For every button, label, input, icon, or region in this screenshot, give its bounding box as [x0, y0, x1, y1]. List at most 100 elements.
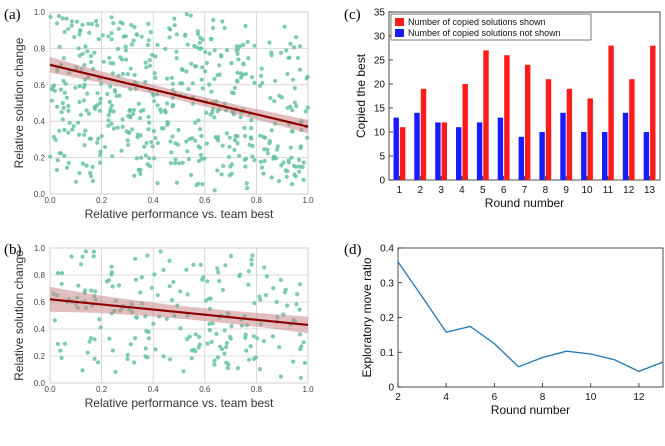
- scatter-point: [169, 75, 174, 80]
- scatter-point: [85, 91, 90, 96]
- scatter-point: [142, 144, 147, 149]
- scatter-point: [64, 95, 70, 100]
- scatter-point: [270, 334, 275, 339]
- scatter-point: [109, 37, 114, 42]
- y-tick-label: 0.4: [34, 325, 46, 334]
- scatter-point: [102, 144, 108, 150]
- scatter-point: [263, 293, 269, 298]
- scatter-point: [130, 127, 135, 132]
- scatter-point: [179, 67, 184, 72]
- scatter-point: [105, 91, 110, 97]
- regression-line: [49, 298, 309, 327]
- scatter-point: [86, 111, 92, 116]
- x-tick-label: 0.2: [96, 385, 108, 394]
- scatter-point: [213, 135, 218, 140]
- panel-label-a: (a): [4, 7, 21, 23]
- scatter-point: [101, 59, 106, 64]
- scatter-point: [250, 154, 255, 159]
- scatter-point: [77, 132, 82, 137]
- scatter-point: [217, 278, 222, 284]
- scatter-point: [292, 100, 297, 105]
- x-axis-label: Relative performance vs. team best: [85, 396, 274, 410]
- scatter-point: [276, 179, 282, 184]
- scatter-point: [272, 99, 277, 104]
- scatter-point: [184, 267, 189, 272]
- x-tick-label: 1: [397, 185, 403, 196]
- bar-not-shown: [456, 127, 462, 180]
- scatter-point: [55, 104, 60, 109]
- y-tick-label: 35: [374, 8, 386, 19]
- scatter-point: [207, 51, 212, 56]
- scatter-point: [131, 107, 136, 113]
- scatter-point: [294, 35, 299, 40]
- scatter-point: [86, 21, 91, 26]
- series-line: [397, 261, 664, 373]
- scatter-point: [95, 140, 100, 145]
- scatter-point: [279, 95, 284, 100]
- scatter-point: [235, 70, 240, 75]
- scatter-point: [146, 336, 151, 341]
- scatter-point: [222, 25, 227, 31]
- scatter-point: [149, 139, 154, 145]
- bar-shown: [545, 79, 552, 180]
- scatter-point: [283, 168, 288, 173]
- y-tick-label: 0.1: [380, 348, 394, 359]
- bar-not-shown: [476, 122, 483, 180]
- scatter-point: [235, 51, 240, 57]
- scatter-point: [185, 149, 190, 154]
- x-tick-label: 4: [459, 185, 465, 196]
- scatter-point: [181, 369, 186, 374]
- x-tick-label: 0.8: [251, 385, 263, 394]
- scatter-point: [147, 156, 152, 161]
- scatter-point: [252, 301, 257, 306]
- scatter-point: [302, 360, 308, 365]
- scatter-point: [288, 145, 293, 150]
- scatter-point: [253, 355, 258, 360]
- scatter-point: [108, 61, 113, 66]
- scatter-point: [167, 35, 172, 40]
- scatter-point: [275, 147, 280, 152]
- scatter-point: [114, 93, 119, 99]
- scatter-point: [229, 324, 234, 329]
- scatter-point: [131, 38, 136, 43]
- bar-not-shown: [518, 136, 524, 180]
- scatter-point: [51, 83, 57, 88]
- scatter-point: [110, 284, 115, 289]
- scatter-point: [249, 262, 254, 267]
- scatter-point: [109, 264, 114, 269]
- scatter-point: [224, 131, 229, 136]
- scatter-point: [241, 61, 246, 66]
- panel-label-c: (c): [344, 7, 361, 23]
- scatter-point: [125, 352, 130, 357]
- scatter-point: [233, 133, 238, 139]
- scatter-point: [288, 41, 293, 46]
- scatter-point: [120, 117, 125, 122]
- scatter-point: [249, 118, 254, 123]
- scatter-point: [82, 288, 88, 293]
- legend-swatch: [395, 18, 404, 26]
- scatter-point: [77, 53, 82, 58]
- bar-shown: [587, 98, 593, 180]
- scatter-point: [163, 46, 168, 52]
- scatter-point: [212, 358, 217, 363]
- y-tick-label: 0.0: [34, 379, 46, 388]
- scatter-point: [246, 357, 252, 362]
- scatter-point: [252, 43, 257, 48]
- scatter-point: [62, 29, 67, 34]
- scatter-point: [278, 277, 283, 283]
- scatter-point: [169, 150, 174, 155]
- scatter-point: [107, 55, 112, 60]
- scatter-point: [107, 99, 112, 104]
- scatter-point: [109, 121, 114, 126]
- scatter-point: [148, 63, 153, 68]
- scatter-point: [216, 270, 221, 275]
- x-tick-label: 0.0: [44, 196, 56, 205]
- scatter-point: [277, 345, 282, 350]
- scatter-point: [238, 272, 243, 277]
- scatter-point: [203, 298, 208, 303]
- scatter-point: [77, 99, 82, 105]
- scatter-point: [85, 49, 90, 54]
- scatter-point: [146, 21, 151, 27]
- scatter-point: [87, 136, 92, 141]
- scatter-point: [282, 24, 287, 29]
